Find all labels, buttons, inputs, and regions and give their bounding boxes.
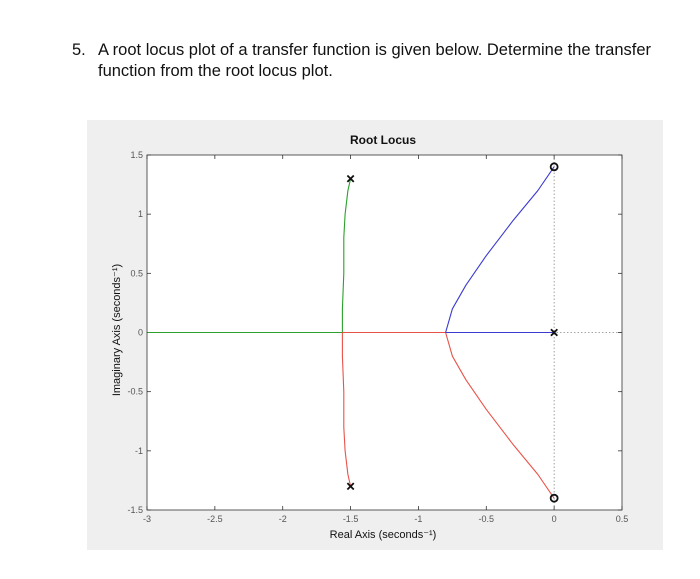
pole-marker xyxy=(346,174,355,183)
pole-marker-stroke xyxy=(550,328,558,337)
question-number: 5. xyxy=(72,41,86,59)
y-tick-label: -1 xyxy=(135,446,143,456)
x-tick-label: -2 xyxy=(279,514,287,524)
x-tick-label: -3 xyxy=(143,514,151,524)
locus-branch xyxy=(341,332,352,487)
plot-frame xyxy=(146,154,623,511)
y-tick-label: -1.5 xyxy=(127,505,143,515)
y-tick-label: 0.5 xyxy=(130,268,143,278)
pole-marker-stroke xyxy=(346,174,355,183)
x-tick-label: 0.5 xyxy=(616,514,629,524)
pole-marker xyxy=(346,482,355,491)
pole-marker-stroke xyxy=(346,482,355,491)
locus-branch xyxy=(341,178,352,333)
x-axis-label: Real Axis (seconds⁻¹) xyxy=(330,529,437,541)
locus-branch xyxy=(445,166,555,333)
question-text: A root locus plot of a transfer function… xyxy=(98,41,652,80)
locus-branch xyxy=(445,332,555,499)
y-tick-label: -0.5 xyxy=(127,387,143,397)
pole-marker xyxy=(550,328,558,337)
zero-marker xyxy=(549,493,559,503)
root-locus-chart: Root Locus Real Axis (seconds⁻¹) Imagina… xyxy=(111,133,629,541)
x-tick-label: 0 xyxy=(552,514,557,524)
y-axis-label: Imaginary Axis (seconds⁻¹) xyxy=(111,264,123,396)
x-tick-label: -2.5 xyxy=(207,514,223,524)
y-tick-label: 1 xyxy=(138,209,143,219)
x-tick-label: -1 xyxy=(414,514,422,524)
x-tick-label: -1.5 xyxy=(343,514,359,524)
x-tick-label: -0.5 xyxy=(479,514,495,524)
zero-marker xyxy=(549,162,559,172)
y-tick-label: 1.5 xyxy=(130,150,143,160)
y-tick-label: 0 xyxy=(138,328,143,338)
chart-title: Root Locus xyxy=(350,133,416,147)
root-locus-figure: Root Locus Real Axis (seconds⁻¹) Imagina… xyxy=(87,120,663,550)
